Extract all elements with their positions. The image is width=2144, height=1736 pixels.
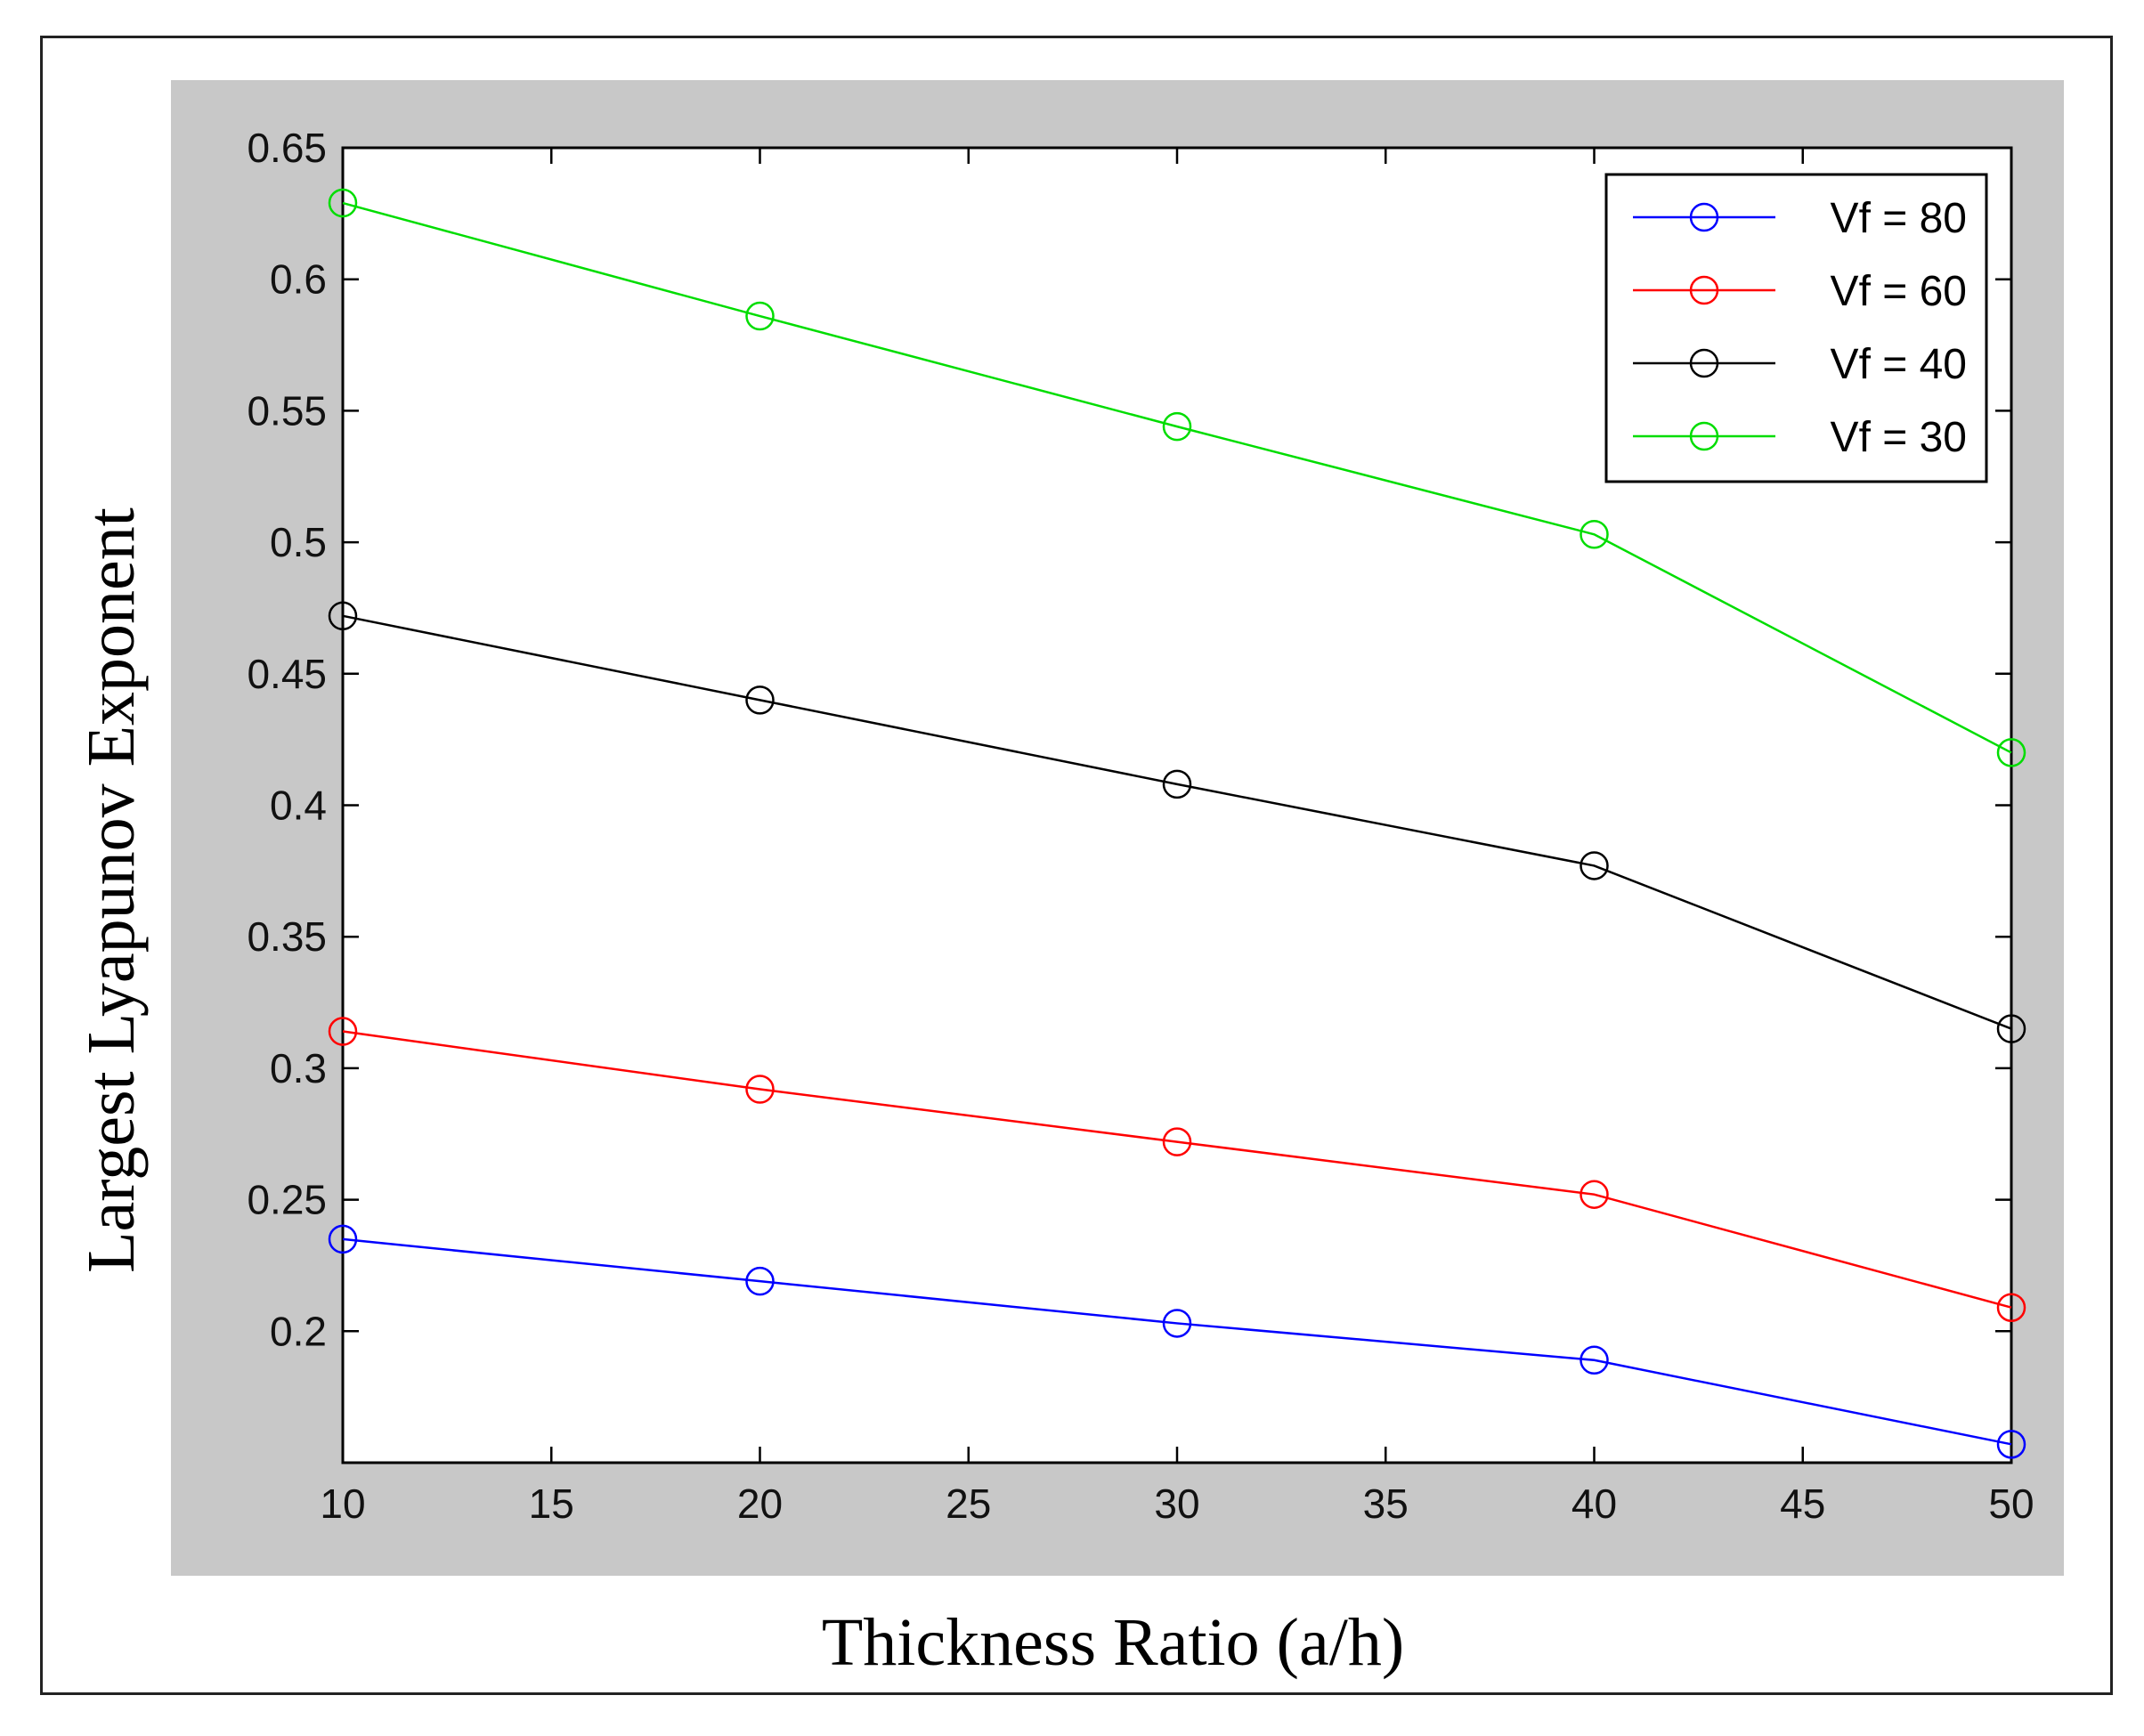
data-point [1162,1309,1192,1338]
x-tick-label: 20 [737,1480,783,1527]
legend-marker [1689,202,1719,232]
data-point [1580,851,1609,880]
legend-entry: Vf = 40 [1633,341,1967,388]
x-tick-label: 10 [320,1480,365,1527]
legend-marker [1689,275,1719,305]
data-point [1996,1430,2026,1459]
legend-marker [1689,348,1719,378]
data-point [745,301,775,331]
data-point [328,188,358,218]
axis-ticks: 10 15 20 25 30 35 40 45 50 0.2 0.25 0.3 0.35 0.4 0.45 0… [247,125,2034,1527]
series-layer [328,188,2026,1459]
data-point [328,601,358,631]
x-tick-label: 15 [529,1480,574,1527]
y-tick-label: 0.5 [270,519,327,565]
x-axis-title: Thickness Ratio (a/h) [822,1605,1404,1680]
legend: Vf = 80 Vf = 60 Vf = 40 Vf = 30 [1604,173,1988,483]
data-point [1580,1180,1609,1209]
data-point [1580,1345,1609,1375]
data-point [1162,769,1192,799]
data-point [1580,519,1609,549]
legend-label: Vf = 60 [1831,268,1967,315]
data-point [745,1075,775,1104]
legend-entry: Vf = 30 [1633,414,1967,461]
data-point [328,1017,358,1046]
figure-border [40,36,2113,1695]
data-point [745,685,775,715]
legend-label: Vf = 30 [1831,414,1967,461]
series-vf-30 [328,188,2026,767]
y-tick-label: 0.6 [270,256,327,303]
y-tick-label: 0.4 [270,783,327,829]
series-vf-60 [328,1017,2026,1322]
data-point [1996,1014,2026,1043]
series-vf-40 [328,601,2026,1043]
legend-label: Vf = 40 [1831,341,1967,388]
legend-entry: Vf = 80 [1633,195,1967,242]
x-tick-label: 50 [1988,1480,2034,1527]
y-tick-label: 0.45 [247,651,327,697]
data-point [745,1266,775,1296]
y-axis-title: Largest Lyapunov Exponent [74,507,149,1273]
series-vf-80 [328,1224,2026,1459]
legend-label: Vf = 80 [1831,195,1967,242]
series-line [342,1237,2012,1446]
legend-box [1604,173,1988,483]
y-tick-label: 0.3 [270,1045,327,1091]
y-tick-label: 0.65 [247,125,327,171]
series-line [342,614,2012,1030]
series-line [342,201,2012,754]
y-tick-label: 0.25 [247,1177,327,1223]
x-tick-label: 30 [1154,1480,1199,1527]
data-point [1996,1293,2026,1322]
data-point [1162,411,1192,442]
data-point [1996,738,2026,767]
x-tick-label: 25 [946,1480,991,1527]
x-tick-label: 35 [1363,1480,1409,1527]
legend-entry: Vf = 60 [1633,268,1967,315]
y-tick-label: 0.35 [247,913,327,960]
x-tick-label: 40 [1571,1480,1617,1527]
y-tick-label: 0.55 [247,387,327,434]
x-tick-label: 45 [1780,1480,1825,1527]
legend-marker [1689,421,1719,451]
data-point [1162,1127,1192,1156]
y-tick-label: 0.2 [270,1308,327,1354]
series-line [342,1030,2012,1309]
data-point [328,1224,358,1254]
